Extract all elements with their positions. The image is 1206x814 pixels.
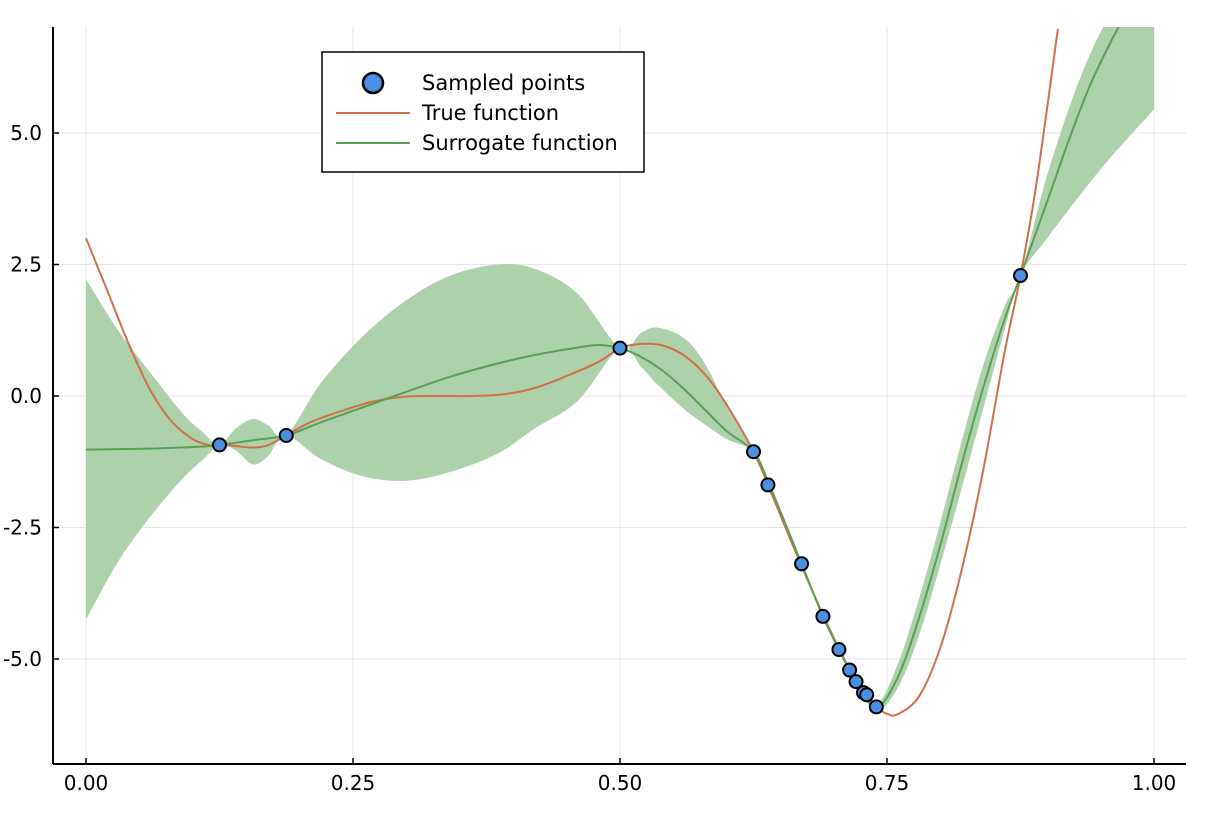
legend-true-function-label: True function <box>421 101 559 125</box>
sampled-point <box>868 699 884 715</box>
legend: Sampled points True function Surrogate f… <box>321 51 645 173</box>
sampled-points <box>212 268 1028 715</box>
y-tick-label: 2.5 <box>10 253 42 277</box>
plot-area <box>85 27 1154 717</box>
x-tick-label: 0.00 <box>64 771 109 795</box>
x-tick-label: 0.25 <box>331 771 376 795</box>
sampled-point <box>848 674 864 690</box>
x-tick-label: 1.00 <box>1132 771 1177 795</box>
x-tick-label: 0.50 <box>598 771 643 795</box>
legend-sampled-points-label: Sampled points <box>422 71 585 95</box>
sampled-point <box>746 444 761 460</box>
y-tick-label: -2.5 <box>3 516 42 540</box>
sampled-point <box>278 427 294 443</box>
tick-labels: 0.00 0.25 0.50 0.75 1.00 5.0 2.5 0.0 -2.5 -5.0 <box>3 121 1176 795</box>
legend-sampled-points-marker <box>361 71 385 95</box>
sampled-point <box>212 437 227 453</box>
sampled-point <box>760 477 776 493</box>
y-tick-label: 0.0 <box>10 384 42 408</box>
sampled-point <box>612 340 628 356</box>
sampled-point <box>1013 268 1028 284</box>
sampled-point <box>831 642 847 658</box>
y-tick-label: -5.0 <box>3 647 42 671</box>
sampled-point <box>794 556 810 572</box>
surrogate-function-line <box>85 27 1120 708</box>
x-tick-label: 0.75 <box>865 771 910 795</box>
true-function-line <box>85 28 1059 717</box>
y-tick-label: 5.0 <box>10 121 42 145</box>
legend-surrogate-function-label: Surrogate function <box>422 131 618 155</box>
sampled-point <box>842 662 858 678</box>
sampled-point <box>815 608 831 624</box>
sampled-point <box>859 687 875 703</box>
